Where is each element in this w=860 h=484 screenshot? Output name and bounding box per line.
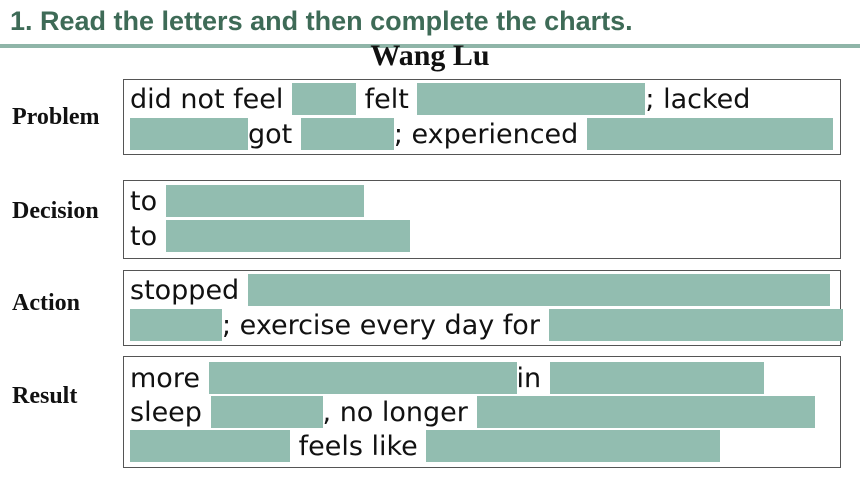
result-text: feels like — [298, 431, 418, 462]
result-text: more — [130, 363, 200, 394]
answer-blank[interactable] — [586, 117, 833, 150]
action-text: stopped — [130, 275, 240, 306]
answer-blank[interactable] — [549, 361, 764, 394]
answer-blank[interactable] — [247, 273, 830, 306]
problem-text: did not feel — [130, 84, 284, 115]
problem-text: ; experienced — [393, 119, 579, 150]
problem-text: ; lacked — [645, 84, 751, 115]
answer-blank[interactable] — [476, 395, 815, 428]
result-text: , no longer — [322, 397, 468, 428]
problem-line-1: did not feel felt ; lacked — [130, 82, 751, 117]
decision-text: to — [130, 186, 158, 217]
problem-text: got — [248, 119, 293, 150]
answer-blank[interactable] — [130, 429, 290, 462]
action-line-1: stopped — [130, 273, 830, 308]
problem-label: Problem — [12, 104, 100, 130]
answer-blank[interactable] — [165, 184, 364, 217]
result-box: more in sleep , no longer feels like — [123, 356, 841, 468]
result-line-3: feels like — [130, 429, 721, 464]
result-line-1: more in — [130, 361, 764, 396]
action-line-2: ; exercise every day for — [130, 308, 843, 343]
problem-line-2: got ; experienced — [130, 117, 833, 152]
decision-line-1: to — [130, 184, 364, 219]
heading-underline — [0, 44, 860, 48]
answer-blank[interactable] — [130, 117, 248, 150]
action-text: ; exercise every day for — [222, 310, 540, 341]
answer-blank[interactable] — [210, 395, 323, 428]
decision-line-2: to — [130, 219, 410, 254]
problem-box: did not feel felt ; lacked got ; experie… — [123, 79, 841, 155]
answer-blank[interactable] — [165, 219, 410, 252]
answer-blank[interactable] — [548, 308, 843, 341]
result-label: Result — [12, 383, 78, 409]
answer-blank[interactable] — [208, 361, 517, 394]
action-box: stopped ; exercise every day for — [123, 270, 843, 346]
problem-text: felt — [364, 84, 409, 115]
exercise-heading: 1. Read the letters and then complete th… — [10, 6, 633, 36]
answer-blank[interactable] — [292, 82, 356, 115]
result-text: in — [516, 363, 542, 394]
answer-blank[interactable] — [300, 117, 394, 150]
answer-blank[interactable] — [426, 429, 721, 462]
decision-box: to to — [123, 180, 841, 259]
decision-label: Decision — [12, 198, 99, 224]
action-label: Action — [12, 290, 80, 316]
result-text: sleep — [130, 397, 202, 428]
decision-text: to — [130, 221, 158, 252]
chart-subtitle: Wang Lu — [370, 39, 490, 72]
answer-blank[interactable] — [417, 82, 646, 115]
result-line-2: sleep , no longer — [130, 395, 815, 430]
answer-blank[interactable] — [130, 308, 222, 341]
